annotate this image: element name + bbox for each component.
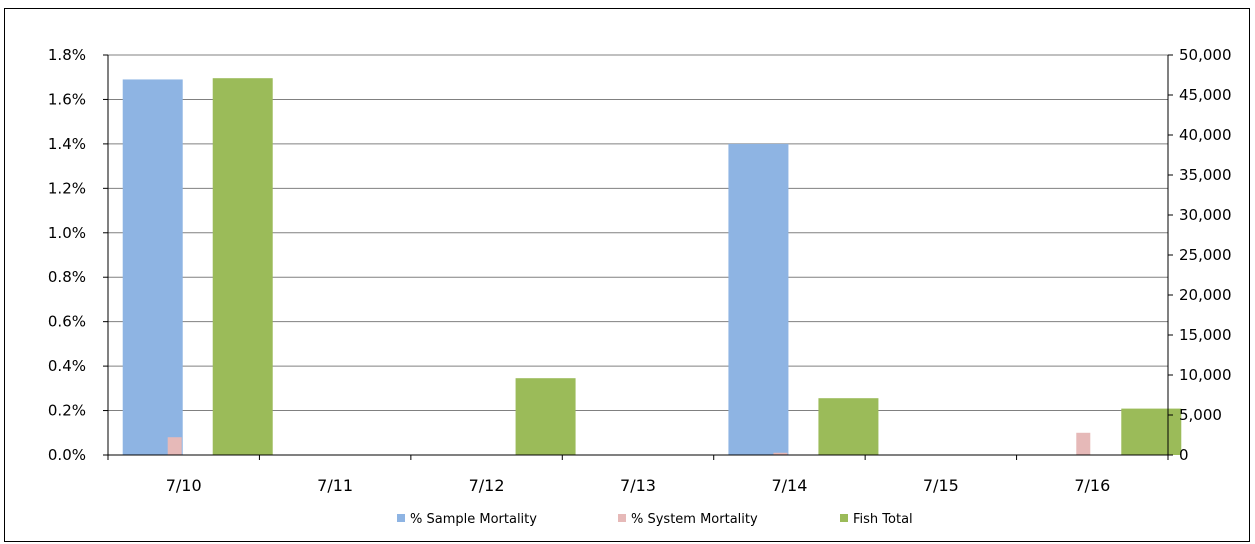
legend-swatch [397,514,405,522]
bar-fish-total [1121,408,1182,455]
right-tick-label: 5,000 [1179,406,1222,424]
right-tick-label: 20,000 [1179,286,1232,304]
category-label: 7/15 [923,476,959,495]
right-tick-label: 35,000 [1179,166,1232,184]
legend-label: Fish Total [853,512,913,527]
right-tick-label: 15,000 [1179,326,1232,344]
right-tick-label: 10,000 [1179,366,1232,384]
left-tick-label: 1.8% [48,46,86,64]
left-tick-label: 1.6% [48,90,86,108]
legend-label: % System Mortality [631,512,758,527]
bar--sample-mortality [122,79,183,455]
right-tick-label: 40,000 [1179,126,1232,144]
bars [122,78,1182,455]
left-tick-label: 0.2% [48,402,86,420]
right-axis-ticks: 0 5,000 10,000 15,000 20,000 25,000 30,000 35,0… [1168,46,1232,464]
category-label: 7/16 [1074,476,1110,495]
category-axis-ticks: 7/10 7/11 7/12 7/13 7/14 7/15 7/16 [107,455,1169,495]
bar-fish-total [515,378,576,455]
bar--system-mortality [1076,432,1091,455]
right-tick-label: 25,000 [1179,246,1232,264]
category-label: 7/12 [469,476,505,495]
left-tick-label: 0.6% [48,313,86,331]
category-label: 7/14 [771,476,807,495]
left-tick-label: 0.4% [48,357,86,375]
chart-frame [4,8,1250,542]
bar-fish-total [818,398,879,455]
category-label: 7/11 [317,476,353,495]
bar--system-mortality [167,437,182,455]
right-tick-label: 0 [1179,446,1189,464]
right-tick-label: 50,000 [1179,46,1232,64]
bar--sample-mortality [728,143,789,455]
category-label: 7/10 [166,476,202,495]
left-tick-label: 0.8% [48,268,86,286]
left-tick-label: 1.4% [48,135,86,153]
left-tick-label: 0.0% [48,446,86,464]
legend-label: % Sample Mortality [410,512,537,527]
legend: % Sample Mortality % System Mortality Fish… [397,512,913,527]
left-tick-label: 1.0% [48,224,86,242]
right-tick-label: 30,000 [1179,206,1232,224]
category-label: 7/13 [620,476,656,495]
gridlines [108,54,1168,412]
left-axis-ticks: 0.0% 0.2% 0.4% 0.6% 0.8% 1.0% 1.2% 1.4% 1.6% 1.8% [48,46,108,464]
right-tick-label: 45,000 [1179,86,1232,104]
legend-swatch [840,514,848,522]
left-tick-label: 1.2% [48,179,86,197]
legend-swatch [618,514,626,522]
bar--system-mortality [773,452,788,455]
bar-fish-total [212,78,273,455]
